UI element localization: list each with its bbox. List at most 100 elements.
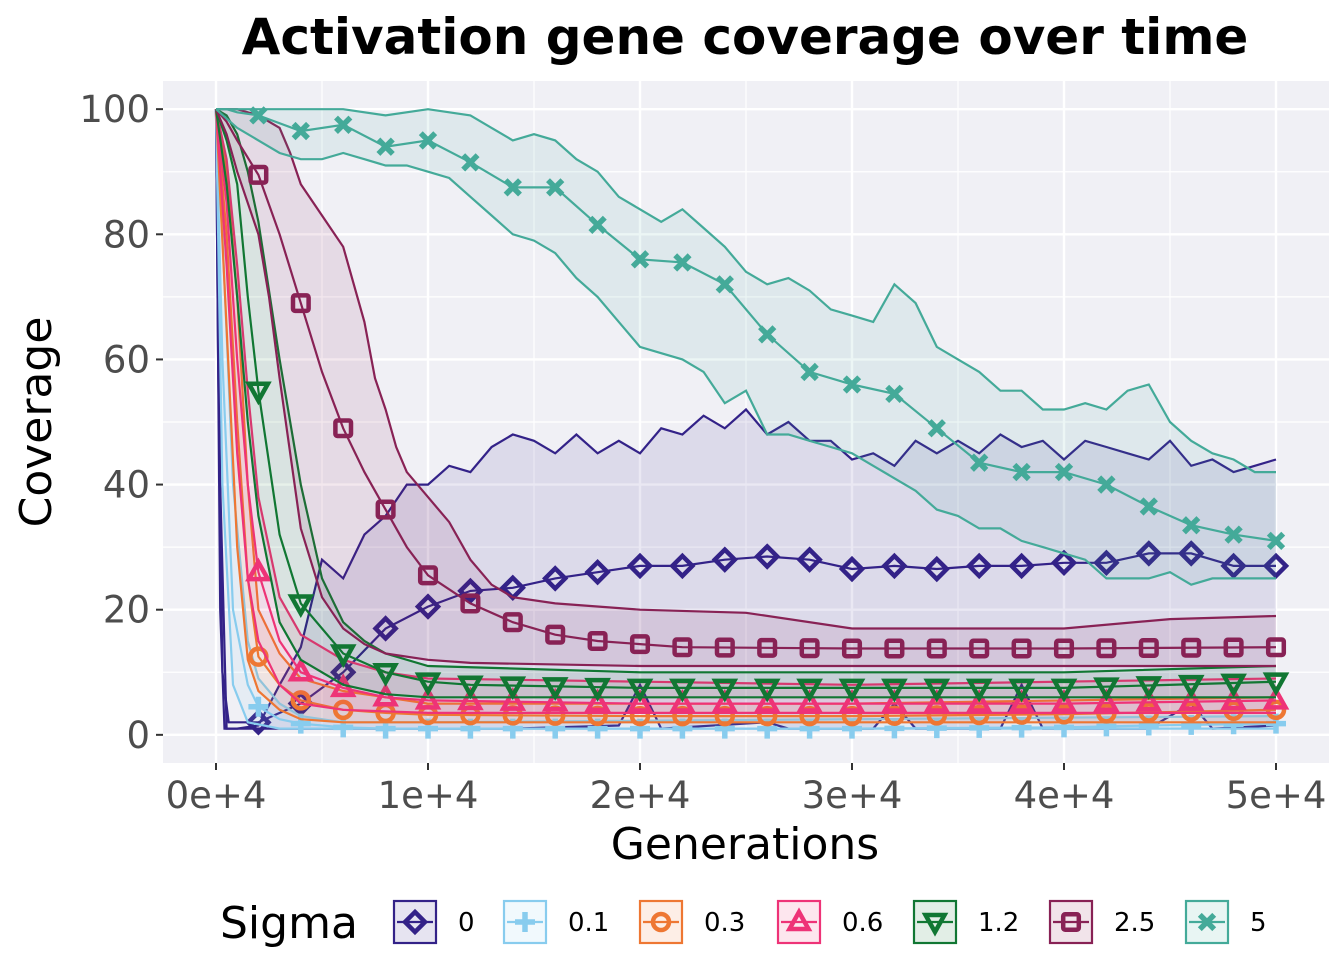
point-0 bbox=[838, 555, 866, 583]
point-0 bbox=[1093, 549, 1120, 576]
point-2.5 bbox=[460, 593, 481, 614]
point-1.2 bbox=[711, 678, 739, 703]
point-5 bbox=[1224, 525, 1243, 544]
point-2.5 bbox=[1265, 637, 1287, 658]
point-5 bbox=[249, 106, 268, 125]
band-1.2 bbox=[216, 109, 1276, 698]
point-5 bbox=[376, 137, 395, 156]
legend-label: 5 bbox=[1250, 908, 1267, 938]
point-5 bbox=[1054, 462, 1074, 482]
point-0.3 bbox=[968, 704, 990, 726]
series-layer bbox=[214, 106, 1290, 739]
point-2.5 bbox=[1138, 637, 1159, 659]
point-2.5 bbox=[1181, 637, 1202, 658]
x-tick-label: 3e+4 bbox=[802, 774, 903, 817]
legend-label: 1.2 bbox=[978, 908, 1019, 938]
point-5 bbox=[630, 250, 650, 269]
point-0.6 bbox=[669, 688, 696, 713]
median-line-2.5 bbox=[215, 108, 1277, 650]
point-1.2 bbox=[1093, 677, 1120, 702]
point-2.5 bbox=[1096, 638, 1117, 659]
point-0 bbox=[966, 552, 993, 580]
point-1.2 bbox=[372, 663, 399, 687]
point-0.6 bbox=[881, 688, 908, 713]
point-1.2 bbox=[796, 678, 823, 703]
point-0.3 bbox=[629, 705, 651, 727]
legend-key-marker bbox=[1060, 911, 1082, 933]
point-0 bbox=[754, 543, 781, 570]
point-2.5 bbox=[587, 630, 608, 652]
lower-line-5 bbox=[215, 108, 1276, 586]
legend-item-2.5: 2.5 bbox=[1048, 899, 1155, 945]
upper-line-0 bbox=[214, 109, 1277, 730]
point-0.6 bbox=[711, 688, 739, 713]
point-5 bbox=[970, 453, 989, 472]
point-2.5 bbox=[545, 624, 566, 645]
median-line-1.2 bbox=[214, 108, 1277, 689]
point-0.3 bbox=[672, 705, 693, 727]
point-0 bbox=[542, 565, 569, 592]
y-axis: 0 20 40 60 80 100 bbox=[79, 88, 163, 757]
point-5 bbox=[715, 275, 734, 294]
legend-item-5: 5 bbox=[1184, 899, 1267, 945]
band-5 bbox=[216, 109, 1276, 585]
point-0.6 bbox=[372, 682, 399, 707]
point-0.6 bbox=[414, 685, 442, 710]
upper-line-2.5 bbox=[216, 108, 1277, 630]
point-5 bbox=[1139, 497, 1158, 516]
upper-line-0.6 bbox=[214, 108, 1277, 686]
point-2.5 bbox=[502, 612, 523, 633]
point-1.2 bbox=[1262, 672, 1290, 697]
point-2.5 bbox=[333, 418, 354, 439]
point-0 bbox=[457, 577, 484, 605]
point-0 bbox=[584, 558, 611, 586]
median-line-0 bbox=[214, 109, 1276, 724]
point-5 bbox=[800, 362, 819, 382]
point-1.2 bbox=[965, 678, 993, 703]
point-0 bbox=[669, 552, 696, 580]
point-1.2 bbox=[1050, 678, 1078, 703]
point-2.5 bbox=[969, 638, 990, 659]
point-1.2 bbox=[626, 678, 654, 703]
point-2.5 bbox=[248, 164, 269, 185]
x-axis: 0e+4 1e+4 2e+4 3e+4 4e+4 5e+4 bbox=[166, 763, 1326, 817]
upper-line-1.2 bbox=[215, 108, 1277, 674]
point-0.6 bbox=[626, 688, 654, 713]
point-0.6 bbox=[499, 687, 527, 711]
point-0.6 bbox=[923, 688, 951, 713]
series-2.5 bbox=[214, 108, 1287, 668]
upper-line-5 bbox=[216, 108, 1276, 474]
y-axis-title: Coverage bbox=[11, 317, 62, 528]
x-tick-label: 0e+4 bbox=[166, 774, 267, 817]
point-0.1 bbox=[290, 713, 311, 734]
chart-title: Activation gene coverage over time bbox=[242, 8, 1249, 66]
point-0.6 bbox=[796, 688, 823, 713]
point-0.6 bbox=[1135, 687, 1163, 712]
series-1.2 bbox=[214, 108, 1290, 703]
point-0 bbox=[1050, 549, 1078, 576]
point-5 bbox=[1012, 462, 1031, 482]
point-0 bbox=[796, 546, 823, 573]
legend-label: 0.1 bbox=[568, 908, 609, 938]
y-tick-label: 100 bbox=[79, 88, 150, 131]
point-0.3 bbox=[756, 705, 778, 727]
point-2.5 bbox=[841, 638, 863, 659]
series-0.6 bbox=[214, 108, 1290, 714]
point-5 bbox=[842, 375, 862, 394]
legend-key-marker bbox=[921, 912, 949, 937]
point-0.3 bbox=[714, 705, 736, 727]
point-0.1 bbox=[333, 717, 354, 738]
point-1.2 bbox=[287, 594, 315, 619]
legend-label: 0.6 bbox=[842, 908, 883, 938]
point-0.3 bbox=[1053, 703, 1075, 725]
point-0.6 bbox=[245, 557, 272, 582]
point-0.3 bbox=[1223, 700, 1244, 721]
point-0 bbox=[372, 615, 399, 642]
point-2.5 bbox=[417, 565, 439, 586]
series-5 bbox=[215, 106, 1286, 586]
legend-title: Sigma bbox=[220, 898, 358, 949]
point-2.5 bbox=[714, 637, 735, 658]
point-5 bbox=[1097, 475, 1116, 494]
point-0.3 bbox=[1180, 701, 1202, 722]
point-0 bbox=[711, 546, 738, 573]
